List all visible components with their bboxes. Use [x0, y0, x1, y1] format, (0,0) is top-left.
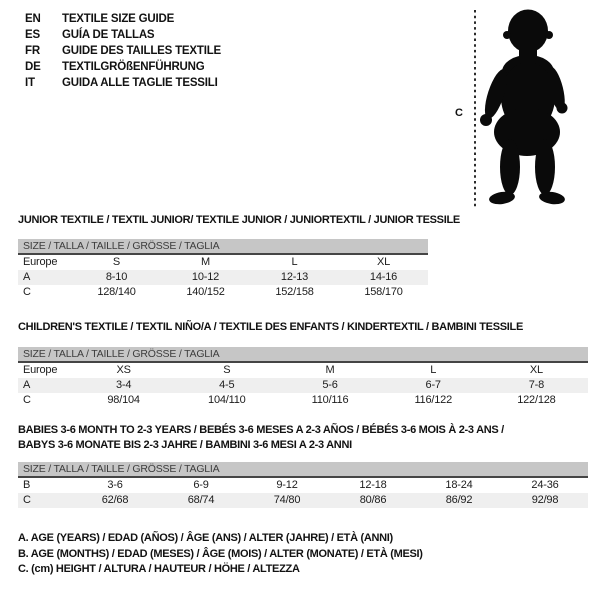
row-label: C [23, 286, 31, 298]
table-row: A 8-10 10-12 12-13 14-16 [18, 270, 428, 285]
table-cell: 12-13 [280, 271, 309, 283]
table-cell: 110/116 [311, 394, 349, 406]
toddler-silhouette [474, 9, 568, 207]
footnote-line: A. AGE (YEARS) / EDAD (AÑOS) / ÂGE (ANS)… [18, 532, 393, 544]
row-label: Europe [23, 364, 58, 376]
table-row: C 98/104 104/110 110/116 116/122 122/128 [18, 393, 588, 408]
table-row: Europe S M L XL [18, 255, 428, 270]
height-label: C [455, 107, 463, 119]
table-cell: 5-6 [322, 379, 338, 391]
language-title: GUIDA ALLE TAGLIE TESSILI [62, 77, 218, 89]
table-cell: 10-12 [191, 271, 220, 283]
table-cell: 9-12 [276, 479, 298, 491]
table-cell: 62/68 [101, 494, 129, 506]
row-label: A [23, 379, 31, 391]
toddler-body [480, 9, 568, 205]
language-code: ES [25, 29, 40, 41]
language-code: DE [25, 61, 41, 73]
table-cell: 104/110 [208, 394, 246, 406]
language-row: IT GUIDA ALLE TAGLIE TESSILI [25, 75, 221, 91]
language-title: GUÍA DE TALLAS [62, 29, 155, 41]
table-cell: 6-9 [193, 479, 209, 491]
row-label: C [23, 394, 31, 406]
section-title-children: CHILDREN'S TEXTILE / TEXTIL NIÑO/A / TEX… [18, 321, 523, 333]
row-label: Europe [23, 256, 58, 268]
table-cell: 86/92 [445, 494, 473, 506]
table-cell: M [325, 364, 335, 376]
table-cell: 68/74 [187, 494, 215, 506]
table-cell: 6-7 [425, 379, 442, 391]
section-title-junior: JUNIOR TEXTILE / TEXTIL JUNIOR/ TEXTILE … [18, 214, 460, 226]
table-cell: 158/170 [364, 286, 403, 298]
row-label: A [23, 271, 31, 283]
table-cell: S [223, 364, 231, 376]
language-code: EN [25, 13, 41, 25]
table-cell: 4-5 [219, 379, 235, 391]
table-cell: L [291, 256, 298, 268]
table-cell: 98/104 [107, 394, 140, 406]
table-cell: 80/86 [359, 494, 387, 506]
table-cell: 18-24 [445, 479, 473, 491]
children-size-table: SIZE / TALLA / TAILLE / GRÖSSE / TAGLIA E… [18, 347, 588, 408]
table-cell: 116/122 [414, 394, 452, 406]
junior-size-table: SIZE / TALLA / TAILLE / GRÖSSE / TAGLIA E… [18, 239, 428, 300]
row-label: B [23, 479, 31, 491]
table-cell: 7-8 [528, 379, 545, 391]
table-row: A 3-4 4-5 5-6 6-7 7-8 [18, 378, 588, 393]
footnotes: A. AGE (YEARS) / EDAD (AÑOS) / ÂGE (ANS)… [18, 531, 423, 578]
section-title-babies: BABIES 3-6 MONTH TO 2-3 YEARS / BEBÉS 3-… [18, 424, 504, 451]
table-cell: 12-18 [359, 479, 387, 491]
table-cell: 140/152 [186, 286, 225, 298]
language-code: FR [25, 45, 40, 57]
table-cell: XS [116, 364, 131, 376]
table-cell: 128/140 [97, 286, 136, 298]
row-label: C [23, 494, 31, 506]
language-title: GUIDE DES TAILLES TEXTILE [62, 45, 221, 57]
table-cell: 74/80 [273, 494, 301, 506]
table-cell: 152/158 [275, 286, 314, 298]
table-row: B 3-6 6-9 9-12 12-18 18-24 24-36 [18, 478, 588, 493]
table-row: C 62/68 68/74 74/80 80/86 86/92 92/98 [18, 493, 588, 508]
table-cell: 3-6 [107, 479, 123, 491]
size-header-bar: SIZE / TALLA / TAILLE / GRÖSSE / TAGLIA [18, 462, 588, 478]
footnote-line: C. (cm) HEIGHT / ALTURA / HAUTEUR / HÖHE… [18, 563, 300, 575]
table-cell: L [430, 364, 437, 376]
language-title: TEXTILGRÖßENFÜHRUNG [62, 61, 205, 73]
table-row: C 128/140 140/152 152/158 158/170 [18, 285, 428, 300]
language-code: IT [25, 77, 35, 89]
table-row: Europe XS S M L XL [18, 363, 588, 378]
language-row: FR GUIDE DES TAILLES TEXTILE [25, 43, 221, 59]
babies-size-table: SIZE / TALLA / TAILLE / GRÖSSE / TAGLIA B… [18, 462, 588, 508]
table-cell: 92/98 [531, 494, 559, 506]
table-cell: 122/128 [517, 394, 556, 406]
table-cell: XL [529, 364, 543, 376]
table-cell: 3-4 [115, 379, 132, 391]
language-row: EN TEXTILE SIZE GUIDE [25, 11, 221, 27]
size-header-bar: SIZE / TALLA / TAILLE / GRÖSSE / TAGLIA [18, 347, 588, 363]
table-cell: 8-10 [105, 271, 128, 283]
language-list: EN TEXTILE SIZE GUIDE ES GUÍA DE TALLAS FR GU… [25, 11, 221, 91]
size-header-bar: SIZE / TALLA / TAILLE / GRÖSSE / TAGLIA [18, 239, 428, 255]
table-cell: M [201, 256, 210, 268]
language-row: ES GUÍA DE TALLAS [25, 27, 221, 43]
language-title: TEXTILE SIZE GUIDE [62, 13, 175, 25]
language-row: DE TEXTILGRÖßENFÜHRUNG [25, 59, 221, 75]
footnote-line: B. AGE (MONTHS) / EDAD (MESES) / ÂGE (MO… [18, 547, 423, 560]
table-cell: 24-36 [531, 479, 559, 491]
table-cell: S [112, 256, 121, 268]
table-cell: XL [376, 256, 391, 268]
table-cell: 14-16 [369, 271, 398, 283]
